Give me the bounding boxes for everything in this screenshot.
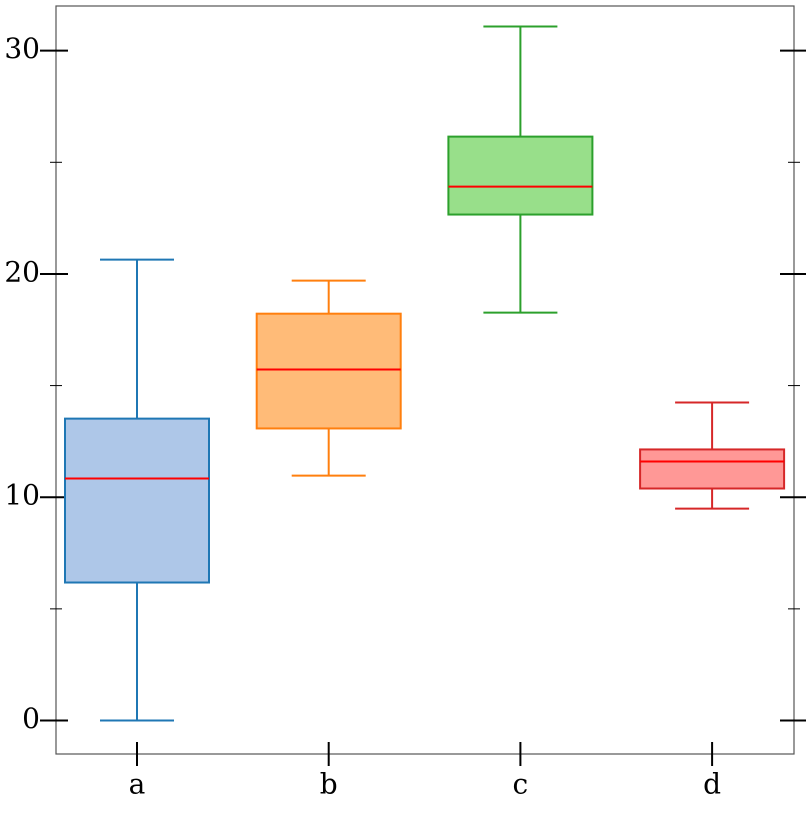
box <box>255 312 402 430</box>
box <box>64 417 210 584</box>
x-tick-label: d <box>703 768 721 801</box>
x-tick-label: b <box>320 768 338 801</box>
box <box>447 135 594 216</box>
x-tick-label: c <box>513 768 529 801</box>
x-tick-label: a <box>129 768 146 801</box>
y-tick-label: 0 <box>22 702 40 735</box>
y-tick-label: 30 <box>4 32 40 65</box>
y-tick-label: 10 <box>4 479 40 512</box>
y-tick-label: 20 <box>4 255 40 288</box>
plot-frame <box>55 5 795 755</box>
box <box>639 448 786 490</box>
